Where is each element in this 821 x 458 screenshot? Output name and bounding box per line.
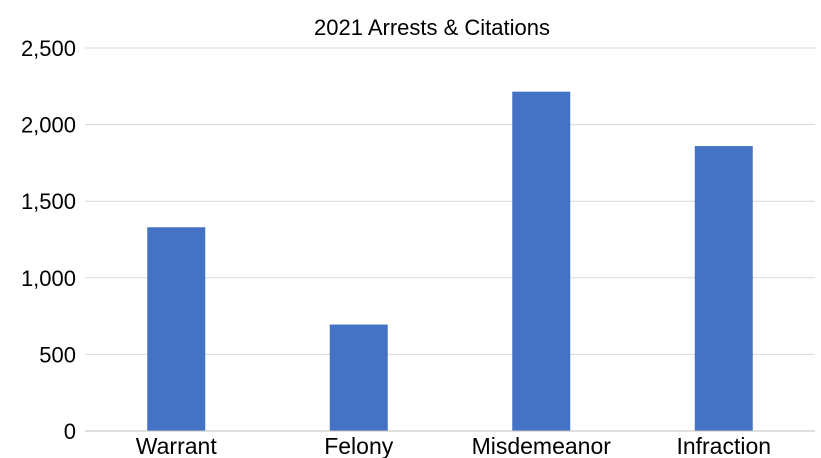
x-tick-label: Misdemeanor <box>472 433 612 458</box>
bar-misdemeanor <box>512 91 571 432</box>
chart-title: 2021 Arrests & Citations <box>314 15 550 40</box>
y-tick-label: 2,500 <box>21 36 76 61</box>
x-tick-label: Warrant <box>136 433 218 458</box>
y-axis-tick-labels: 0 500 1,000 1,500 2,000 2,500 <box>21 36 76 444</box>
x-tick-label: Felony <box>324 433 394 458</box>
y-tick-label: 0 <box>64 419 76 444</box>
x-tick-label: Infraction <box>676 433 771 458</box>
bar-felony <box>329 324 388 431</box>
bar-infraction <box>694 146 753 431</box>
x-axis-tick-labels: Warrant Felony Misdemeanor Infraction <box>136 433 771 458</box>
y-tick-label: 2,000 <box>21 113 76 138</box>
gridlines <box>85 47 815 355</box>
y-tick-label: 1,000 <box>21 266 76 291</box>
bar-warrant <box>147 227 206 431</box>
y-tick-label: 500 <box>39 342 76 367</box>
y-tick-label: 1,500 <box>21 189 76 214</box>
bars <box>147 91 753 432</box>
